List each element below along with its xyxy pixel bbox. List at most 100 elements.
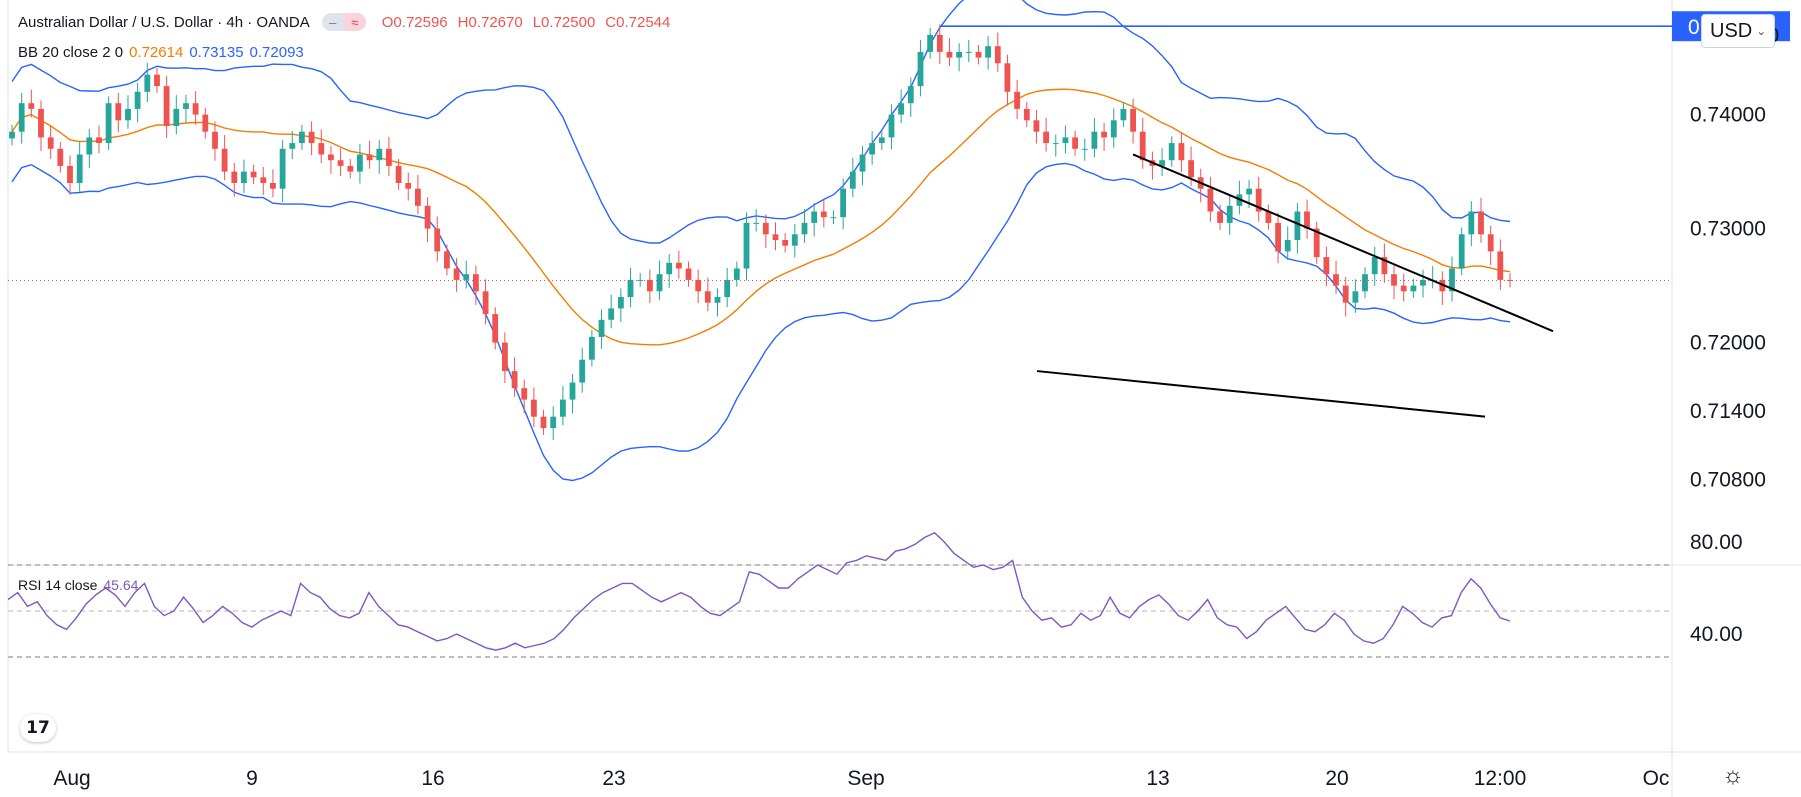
candle [1159,148,1165,177]
time-tick-label: 16 [421,767,444,790]
candle [1168,136,1175,167]
candle-body [772,234,779,240]
candle [1333,260,1339,295]
time-tick-label: Aug [53,767,90,790]
candle-body [656,274,663,292]
symbol-legend[interactable]: Australian Dollar / U.S. Dollar · 4h · O… [18,13,670,31]
candle-body [1072,137,1078,149]
candle-body [318,143,325,155]
candle [347,159,354,179]
candle [366,140,373,169]
candle-body [985,46,991,58]
candle-body [1062,137,1069,144]
candle-body [1130,108,1136,132]
rsi-pane [7,531,1672,658]
candle-body [86,137,93,155]
candle-body [482,291,489,315]
ohlc-high: H0.72670 [457,13,523,31]
candle-body [994,46,1001,64]
candle-body [627,279,634,297]
candle [830,210,837,224]
candle [676,250,682,279]
candle [212,121,218,161]
candle-body [869,143,875,155]
candle-body [1110,120,1117,138]
candle [743,212,750,281]
rsi-legend[interactable]: RSI 14 close 45.64 [18,577,138,593]
candle-body [1468,211,1475,235]
candle [1052,134,1059,157]
candle-body [521,388,528,400]
candle-body [115,103,122,121]
time-tick-label: Sep [847,767,884,790]
gear-icon[interactable]: ☼ [1722,762,1744,789]
candle-body [1449,268,1455,292]
price-tick-label: 0.71400 [1690,400,1766,423]
candle-body [444,251,450,269]
candle [1304,199,1310,239]
candle-body [337,160,344,166]
candle [801,209,808,243]
candle-body [38,108,44,138]
candle-body [1313,228,1320,258]
wave-icon[interactable]: ≈ [343,13,366,31]
candle-body [1168,143,1175,161]
candle [907,77,914,117]
candle [1110,108,1117,148]
candle [1497,239,1504,291]
candle-body [762,222,769,235]
candle [173,95,180,135]
candle-body [473,274,479,292]
candle [956,43,962,72]
candle-body [1507,279,1513,281]
candle-body [357,154,363,172]
candle-body [1410,285,1417,292]
candle-body [376,148,383,161]
candle-body [1091,131,1098,149]
candle-body [1497,251,1504,280]
candle [1449,256,1455,302]
candle [1275,212,1281,264]
candle-body [598,319,605,337]
bb-basis-line [11,88,1511,346]
candle-body [241,171,247,183]
tradingview-logo-icon[interactable]: 17 [20,714,56,742]
candle-body [453,268,460,280]
candle [1255,176,1262,222]
candle [1342,277,1349,317]
candle-body [1014,91,1020,109]
candle-body [724,279,731,297]
candle [144,62,151,103]
indicator-toggle[interactable]: – ≈ [321,13,366,31]
candle-body [695,279,702,292]
candle [1371,246,1378,287]
candle [869,131,875,165]
time-tick-label: 23 [602,767,625,790]
bb-legend[interactable]: BB 20 close 2 0 0.72614 0.73135 0.72093 [18,44,304,61]
candle-body [366,154,373,161]
candle [279,140,286,203]
candle-body [1043,131,1049,144]
candle [1014,79,1020,120]
candle-body [212,131,218,149]
candle-body [560,399,566,417]
candle-body [405,183,412,189]
candle [618,288,624,323]
candle [1478,197,1484,243]
candle [898,89,904,124]
candle-body [743,222,750,269]
time-tick-label: 9 [246,767,258,790]
candle [733,261,740,287]
candle-body [1188,160,1194,178]
candle [1091,117,1098,158]
currency-selector[interactable]: USD ⌄ [1701,14,1776,48]
candle [724,267,731,308]
candle [1507,273,1513,288]
candle-body [492,314,499,343]
candle [1130,98,1136,144]
candle-body [144,74,151,92]
minus-icon[interactable]: – [321,13,344,31]
candle-body [289,143,296,149]
candle [492,307,499,350]
